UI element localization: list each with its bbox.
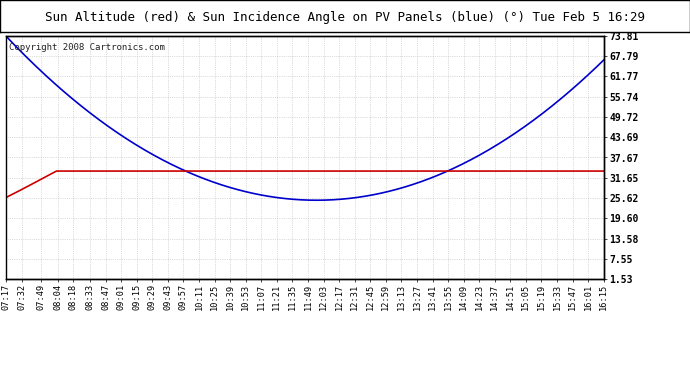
Text: Sun Altitude (red) & Sun Incidence Angle on PV Panels (blue) (°) Tue Feb 5 16:29: Sun Altitude (red) & Sun Incidence Angle… [45, 11, 645, 24]
Text: Copyright 2008 Cartronics.com: Copyright 2008 Cartronics.com [8, 43, 164, 52]
